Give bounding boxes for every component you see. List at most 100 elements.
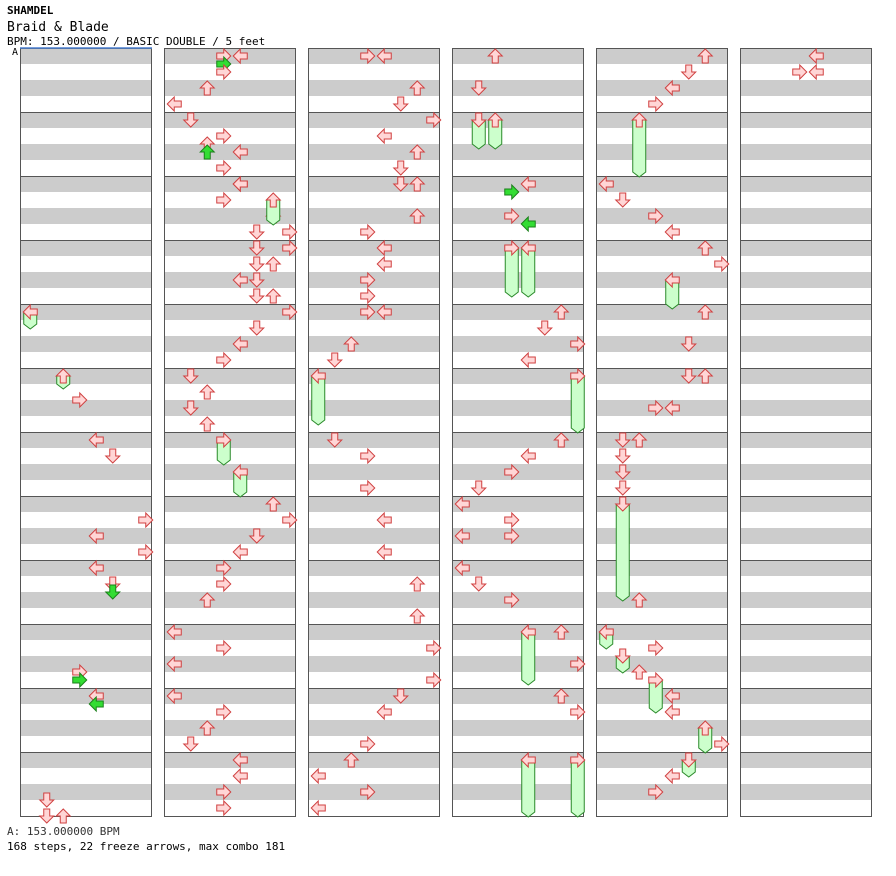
step-arrow-up-icon [553, 624, 570, 640]
step-arrow-left-icon [232, 47, 248, 65]
step-arrow-up-icon [265, 288, 282, 304]
step-arrow-right-icon [216, 127, 232, 145]
measure-box [740, 752, 872, 817]
step-arrow-right-icon [216, 351, 232, 369]
step-arrow-down-icon [326, 432, 343, 448]
step-arrow-right-icon [282, 511, 298, 529]
step-arrow-right-icon [360, 287, 376, 305]
step-arrow-right-icon [360, 783, 376, 801]
step-arrow-left-icon [454, 559, 470, 577]
step-arrow-left-icon [376, 703, 392, 721]
step-arrow-right-icon [648, 639, 664, 657]
step-arrow-down-icon [392, 160, 409, 176]
step-arrow-left-icon [520, 351, 536, 369]
step-arrow-left-icon [520, 215, 536, 233]
step-arrow-left-icon [664, 399, 680, 417]
step-arrow-left-icon [520, 447, 536, 465]
step-arrow-up-icon [409, 608, 426, 624]
step-arrow-left-icon [88, 527, 104, 545]
freeze-arrow-body [570, 375, 585, 434]
step-arrow-left-icon [232, 463, 248, 481]
step-arrow-down-icon [38, 792, 55, 808]
step-arrow-down-icon [248, 272, 265, 288]
step-arrow-up-icon [199, 592, 216, 608]
step-arrow-left-icon [454, 527, 470, 545]
step-arrow-up-icon [199, 384, 216, 400]
artist-name: SHAMDEL [7, 4, 54, 17]
step-arrow-down-icon [248, 288, 265, 304]
step-arrow-down-icon [614, 448, 631, 464]
step-arrow-up-icon [409, 576, 426, 592]
step-arrow-down-icon [326, 352, 343, 368]
step-arrow-down-icon [392, 688, 409, 704]
step-arrow-left-icon [376, 303, 392, 321]
step-arrow-right-icon [648, 95, 664, 113]
step-arrow-down-icon [470, 80, 487, 96]
step-arrow-left-icon [232, 335, 248, 353]
step-arrow-right-icon [648, 783, 664, 801]
step-arrow-down-icon [182, 400, 199, 416]
step-arrow-right-icon [648, 399, 664, 417]
step-arrow-left-icon [232, 143, 248, 161]
step-arrow-right-icon [426, 111, 442, 129]
step-arrow-down-icon [614, 192, 631, 208]
step-arrow-up-icon [697, 720, 714, 736]
step-arrow-right-icon [282, 303, 298, 321]
step-arrow-up-icon [697, 48, 714, 64]
song-title: Braid & Blade [7, 20, 109, 35]
step-arrow-up-icon [697, 368, 714, 384]
step-arrow-left-icon [520, 751, 536, 769]
step-arrow-left-icon [664, 271, 680, 289]
chart-stats: 168 steps, 22 freeze arrows, max combo 1… [7, 840, 286, 853]
step-arrow-up-icon [487, 48, 504, 64]
step-arrow-down-icon [536, 320, 553, 336]
step-arrow-right-icon [360, 479, 376, 497]
measure-box [596, 752, 728, 817]
measure-box [164, 752, 296, 817]
step-arrow-right-icon [360, 303, 376, 321]
step-arrow-left-icon [520, 623, 536, 641]
step-arrow-left-icon [232, 543, 248, 561]
step-arrow-up-icon [697, 240, 714, 256]
step-arrow-down-icon [182, 736, 199, 752]
step-arrow-left-icon [376, 47, 392, 65]
step-arrow-up-icon [199, 416, 216, 432]
step-arrow-left-icon [808, 63, 824, 81]
step-arrow-up-icon [631, 664, 648, 680]
step-arrow-up-icon [343, 336, 360, 352]
step-arrow-right-icon [504, 183, 520, 201]
step-arrow-down-icon [680, 64, 697, 80]
step-arrow-down-icon [392, 176, 409, 192]
step-arrow-right-icon [216, 431, 232, 449]
step-arrow-right-icon [360, 271, 376, 289]
step-arrow-up-icon [265, 256, 282, 272]
step-arrow-left-icon [232, 271, 248, 289]
step-arrow-up-icon [199, 80, 216, 96]
step-arrow-left-icon [166, 623, 182, 641]
step-arrow-right-icon [792, 63, 808, 81]
step-arrow-down-icon [470, 480, 487, 496]
step-arrow-up-icon [631, 112, 648, 128]
step-arrow-right-icon [570, 751, 586, 769]
step-arrow-left-icon [598, 623, 614, 641]
measure-box [20, 752, 152, 817]
step-arrow-right-icon [216, 703, 232, 721]
freeze-arrow-body [521, 631, 536, 686]
bpm-legend: A: 153.000000 BPM [7, 825, 120, 838]
step-arrow-right-icon [216, 559, 232, 577]
step-arrow-up-icon [265, 192, 282, 208]
step-arrow-right-icon [714, 735, 730, 753]
step-arrow-right-icon [570, 367, 586, 385]
step-arrow-left-icon [664, 223, 680, 241]
chart-column [20, 48, 152, 817]
step-arrow-left-icon [166, 655, 182, 673]
step-arrow-up-icon [697, 304, 714, 320]
step-arrow-down-icon [248, 256, 265, 272]
step-arrow-left-icon [664, 79, 680, 97]
step-arrow-down-icon [248, 320, 265, 336]
step-arrow-down-icon [614, 432, 631, 448]
step-arrow-left-icon [376, 511, 392, 529]
step-arrow-down-icon [38, 808, 55, 824]
step-arrow-right-icon [570, 335, 586, 353]
